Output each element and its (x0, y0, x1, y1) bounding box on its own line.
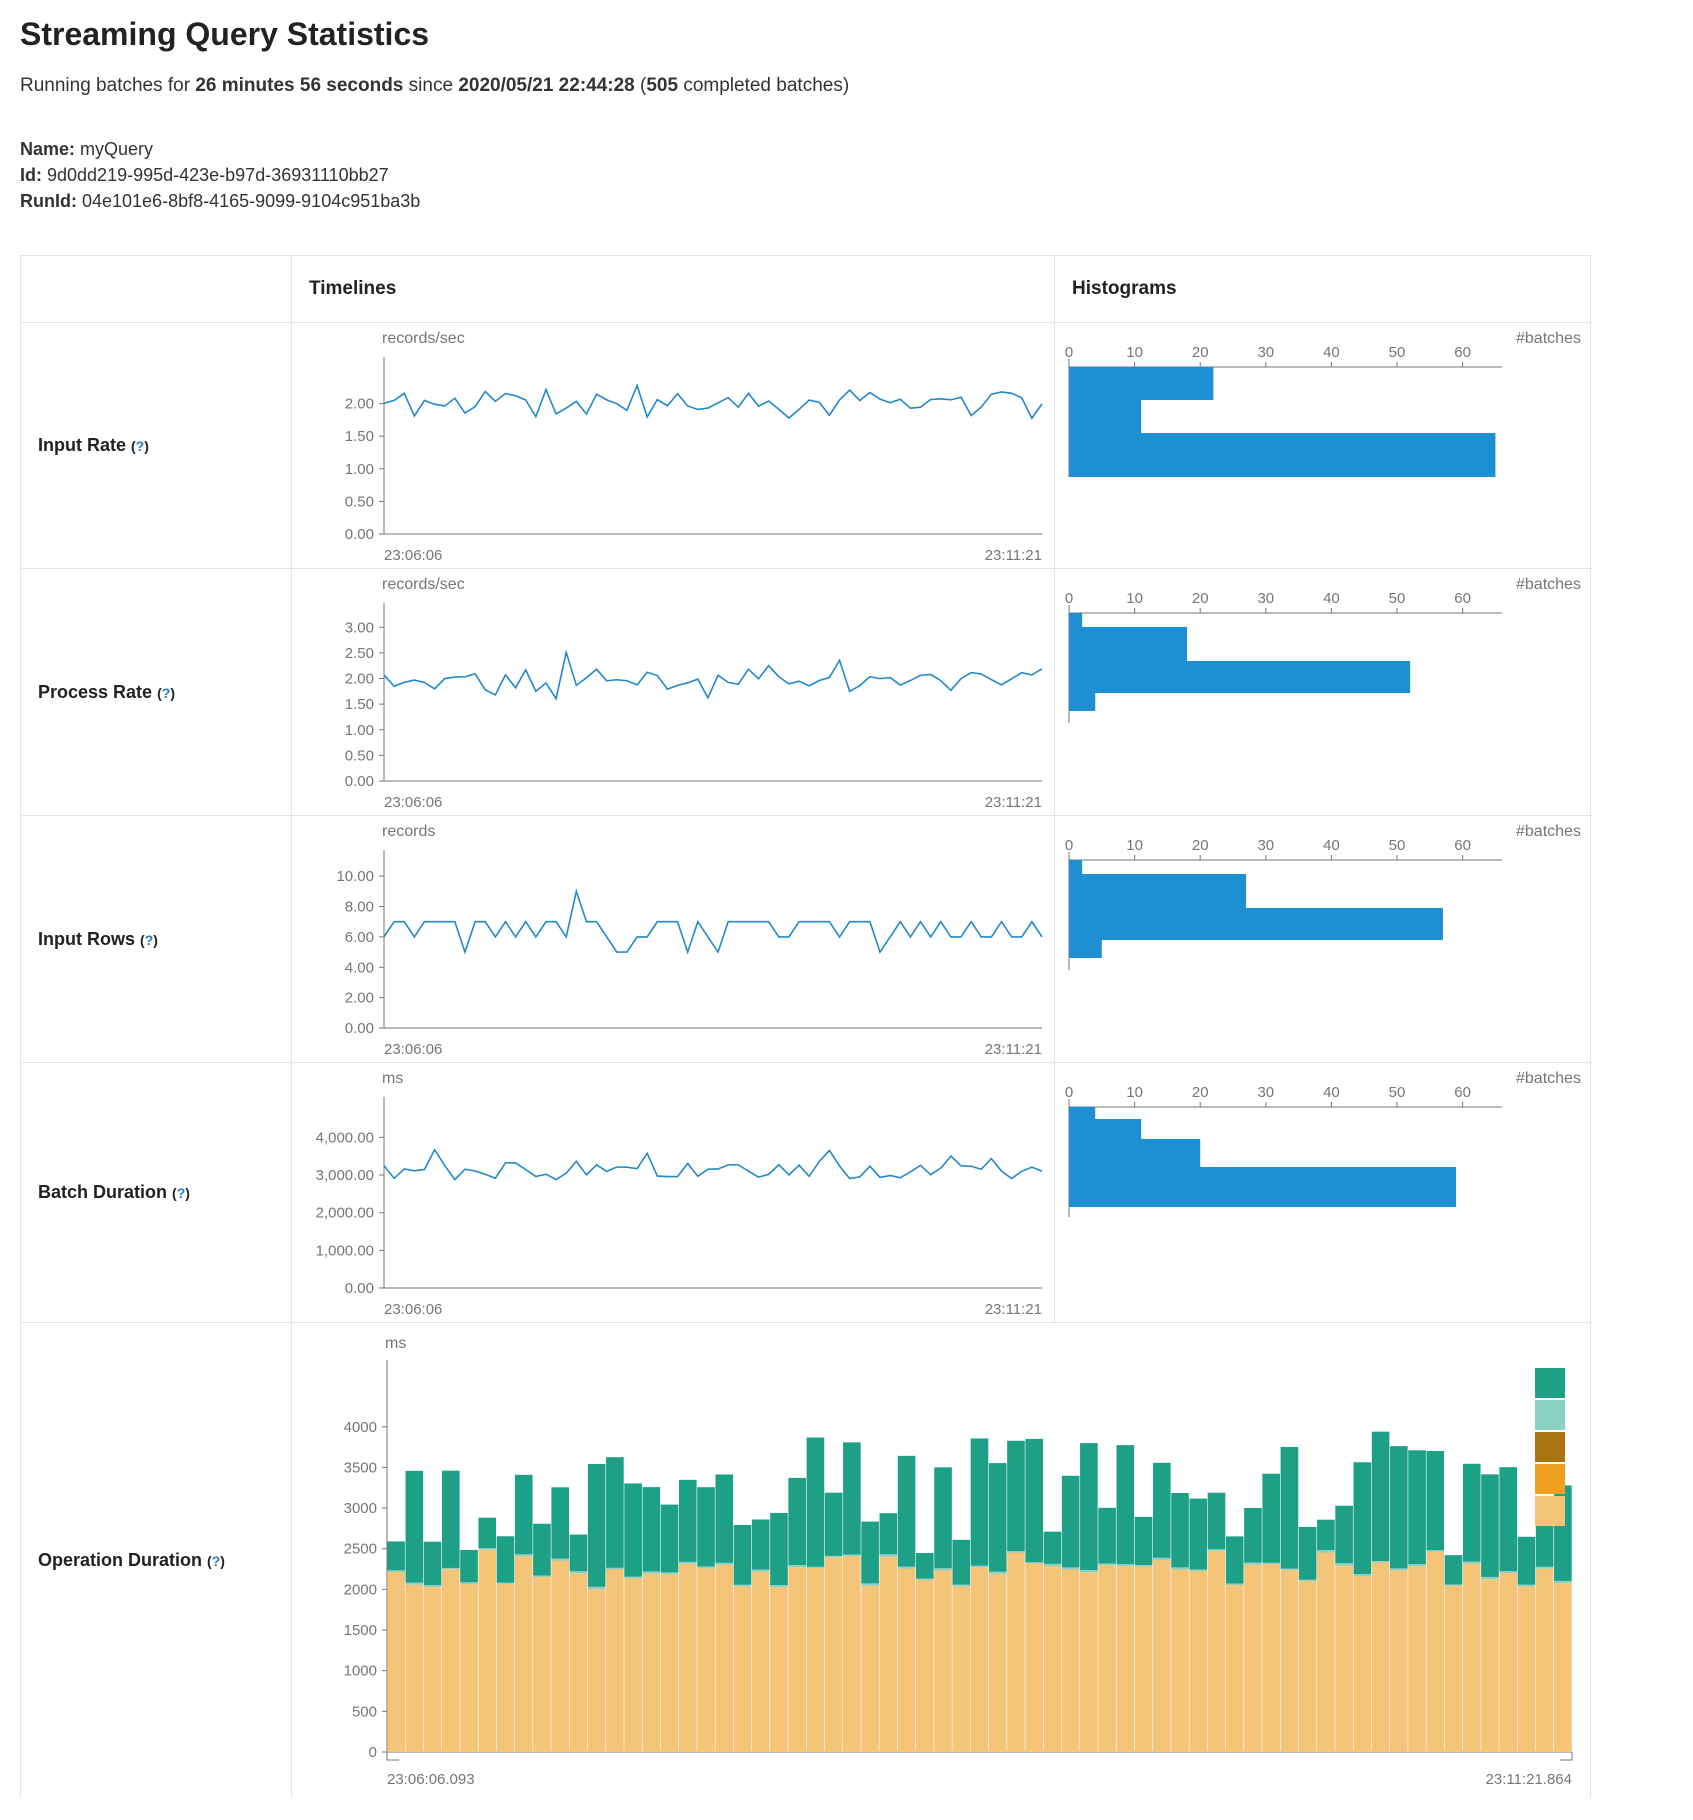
svg-text:#batches: #batches (1516, 823, 1581, 840)
svg-text:1.50: 1.50 (345, 428, 374, 445)
svg-text:0: 0 (1065, 590, 1073, 607)
svg-text:23:11:21: 23:11:21 (985, 1301, 1042, 1318)
svg-text:2,000.00: 2,000.00 (316, 1205, 374, 1222)
svg-text:0.00: 0.00 (345, 773, 374, 790)
svg-text:0.00: 0.00 (345, 1020, 374, 1037)
svg-text:1,000.00: 1,000.00 (316, 1242, 374, 1259)
svg-text:50: 50 (1389, 837, 1406, 854)
svg-text:2000: 2000 (344, 1581, 377, 1598)
svg-text:2.00: 2.00 (345, 396, 374, 413)
svg-text:0.00: 0.00 (345, 526, 374, 543)
svg-text:0: 0 (1065, 1084, 1073, 1101)
svg-text:4,000.00: 4,000.00 (316, 1129, 374, 1146)
svg-text:2.00: 2.00 (345, 671, 374, 688)
svg-text:1500: 1500 (344, 1622, 377, 1639)
svg-text:0.50: 0.50 (345, 493, 374, 510)
svg-text:2500: 2500 (344, 1541, 377, 1558)
svg-text:23:06:06: 23:06:06 (384, 1301, 442, 1318)
svg-text:23:11:21: 23:11:21 (985, 1041, 1042, 1058)
svg-text:10: 10 (1126, 590, 1143, 607)
svg-text:10: 10 (1126, 344, 1143, 361)
svg-text:40: 40 (1323, 837, 1340, 854)
svg-text:50: 50 (1389, 590, 1406, 607)
svg-text:30: 30 (1257, 344, 1274, 361)
svg-text:23:11:21.864: 23:11:21.864 (1486, 1771, 1572, 1788)
svg-text:6.00: 6.00 (345, 929, 374, 946)
svg-text:40: 40 (1323, 1084, 1340, 1101)
svg-text:0: 0 (1065, 344, 1073, 361)
svg-text:1.00: 1.00 (345, 722, 374, 739)
svg-text:20: 20 (1192, 590, 1209, 607)
svg-text:30: 30 (1257, 837, 1274, 854)
svg-text:2.00: 2.00 (345, 990, 374, 1007)
svg-text:23:06:06: 23:06:06 (384, 547, 442, 564)
svg-text:#batches: #batches (1516, 576, 1581, 593)
svg-text:10.00: 10.00 (336, 868, 374, 885)
svg-text:#batches: #batches (1516, 330, 1581, 347)
svg-text:1.00: 1.00 (345, 461, 374, 478)
svg-text:23:06:06: 23:06:06 (384, 794, 442, 811)
svg-text:3000: 3000 (344, 1500, 377, 1517)
svg-text:30: 30 (1257, 1084, 1274, 1101)
svg-text:23:06:06: 23:06:06 (384, 1041, 442, 1058)
svg-text:50: 50 (1389, 344, 1406, 361)
svg-text:records: records (382, 823, 435, 840)
svg-text:0.50: 0.50 (345, 747, 374, 764)
svg-text:#batches: #batches (1516, 1070, 1581, 1087)
svg-text:20: 20 (1192, 837, 1209, 854)
svg-text:40: 40 (1323, 590, 1340, 607)
svg-text:20: 20 (1192, 344, 1209, 361)
svg-text:1.50: 1.50 (345, 696, 374, 713)
svg-text:3500: 3500 (344, 1459, 377, 1476)
svg-text:ms: ms (385, 1335, 406, 1352)
svg-text:20: 20 (1192, 1084, 1209, 1101)
svg-text:60: 60 (1454, 837, 1471, 854)
svg-text:0: 0 (1065, 837, 1073, 854)
svg-text:8.00: 8.00 (345, 899, 374, 916)
svg-text:40: 40 (1323, 344, 1340, 361)
svg-text:50: 50 (1389, 1084, 1406, 1101)
svg-text:0.00: 0.00 (345, 1280, 374, 1297)
svg-text:23:11:21: 23:11:21 (985, 547, 1042, 564)
svg-text:ms: ms (382, 1070, 403, 1087)
svg-text:records/sec: records/sec (382, 330, 465, 347)
svg-text:2.50: 2.50 (345, 645, 374, 662)
svg-text:0: 0 (369, 1744, 377, 1761)
svg-text:10: 10 (1126, 1084, 1143, 1101)
svg-text:60: 60 (1454, 344, 1471, 361)
svg-text:60: 60 (1454, 1084, 1471, 1101)
svg-text:4000: 4000 (344, 1419, 377, 1436)
svg-text:3.00: 3.00 (345, 619, 374, 636)
svg-text:10: 10 (1126, 837, 1143, 854)
svg-text:1000: 1000 (344, 1663, 377, 1680)
svg-text:records/sec: records/sec (382, 576, 465, 593)
svg-text:23:06:06.093: 23:06:06.093 (387, 1771, 475, 1788)
svg-text:500: 500 (352, 1703, 377, 1720)
svg-text:30: 30 (1257, 590, 1274, 607)
svg-text:3,000.00: 3,000.00 (316, 1167, 374, 1184)
svg-text:4.00: 4.00 (345, 959, 374, 976)
svg-text:23:11:21: 23:11:21 (985, 794, 1042, 811)
svg-text:60: 60 (1454, 590, 1471, 607)
